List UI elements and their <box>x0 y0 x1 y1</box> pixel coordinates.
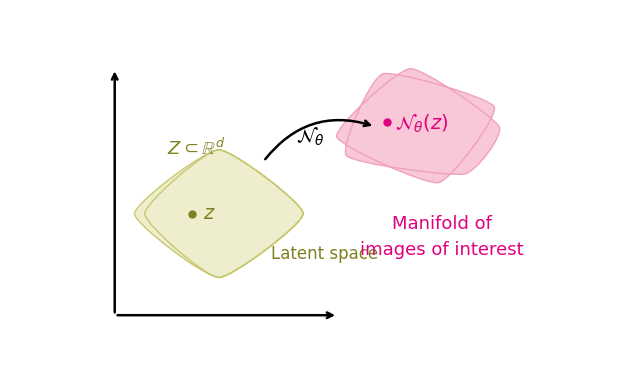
Text: $\mathcal{N}_{\theta}(z)$: $\mathcal{N}_{\theta}(z)$ <box>395 112 449 135</box>
Text: $\mathcal{N}_{\theta}$: $\mathcal{N}_{\theta}$ <box>296 126 324 148</box>
Text: $Z \subset \mathbb{R}^d$: $Z \subset \mathbb{R}^d$ <box>167 138 225 159</box>
Text: Manifold of
images of interest: Manifold of images of interest <box>360 215 524 259</box>
PathPatch shape <box>134 150 303 277</box>
PathPatch shape <box>337 69 500 183</box>
Text: $z$: $z$ <box>203 204 216 223</box>
Text: Latent space: Latent space <box>271 245 378 263</box>
